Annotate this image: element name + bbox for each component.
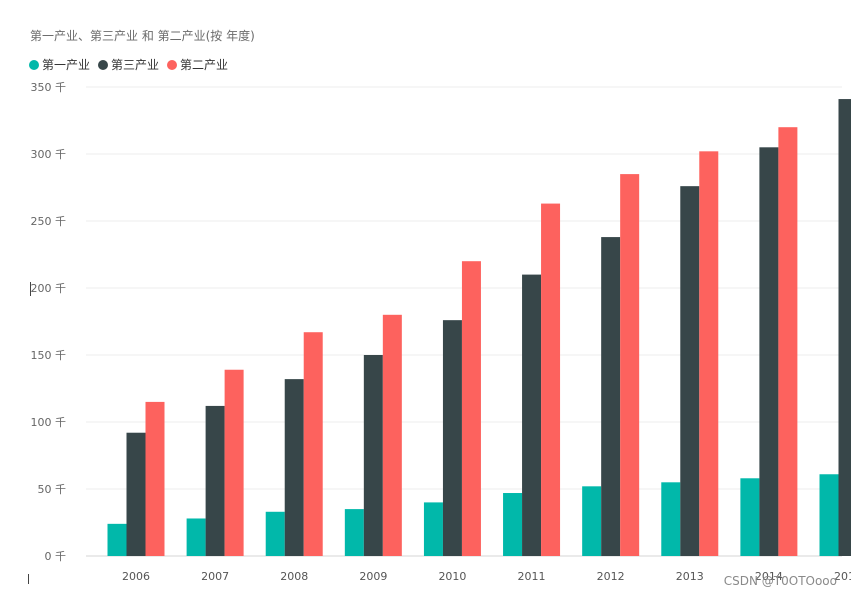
bar-2009-2 <box>382 314 402 556</box>
y-tick-label: 0 千 <box>45 550 67 563</box>
bar-2012-2 <box>620 174 640 556</box>
bar-2014-2 <box>778 127 798 556</box>
y-tick-label: 50 千 <box>38 483 67 496</box>
x-tick-label: 2014 <box>755 570 783 583</box>
legend-item-secondary[interactable]: 第二产业 <box>167 56 228 73</box>
bar-2006-0 <box>107 523 127 556</box>
bar-2006-2 <box>145 401 165 556</box>
bar-2009-0 <box>344 509 364 556</box>
bar-2012-0 <box>582 486 602 556</box>
bar-2010-2 <box>461 261 481 556</box>
y-tick-label: 100 千 <box>31 416 67 429</box>
chart-title: 第一产业、第三产业 和 第二产业(按 年度) <box>30 29 255 43</box>
bar-2008-2 <box>303 332 323 556</box>
x-tick-label: 2007 <box>201 570 229 583</box>
legend-item-primary[interactable]: 第一产业 <box>29 56 90 73</box>
bar-2013-2 <box>699 151 719 556</box>
legend-item-tertiary[interactable]: 第三产业 <box>98 56 159 73</box>
x-tick-label: 2013 <box>676 570 704 583</box>
legend: 第一产业 第三产业 第二产业 <box>29 56 228 73</box>
bar-2015-1 <box>838 99 851 556</box>
legend-label-primary: 第一产业 <box>42 58 91 72</box>
bar-2014-1 <box>759 147 779 557</box>
x-tick-label: 2012 <box>597 570 625 583</box>
bar-2010-1 <box>442 320 462 556</box>
bar-2007-0 <box>186 518 206 556</box>
x-tick-label: 2011 <box>518 570 546 583</box>
bar-2013-0 <box>661 482 681 556</box>
x-tick-label: 2008 <box>280 570 308 583</box>
bar-2008-0 <box>265 511 285 556</box>
bar-2013-1 <box>680 186 700 556</box>
y-tick-label: 200 千 <box>31 282 67 295</box>
bar-2007-2 <box>224 369 244 556</box>
bar-2011-0 <box>503 493 523 556</box>
legend-label-secondary: 第二产业 <box>180 58 229 72</box>
bar-2012-1 <box>601 237 621 556</box>
bar-2015-0 <box>819 474 839 556</box>
x-tick-label: 2010 <box>438 570 466 583</box>
x-tick-label: 2009 <box>359 570 387 583</box>
legend-dot-tertiary <box>98 59 109 70</box>
y-tick-label: 250 千 <box>31 215 67 228</box>
bar-2008-1 <box>284 379 304 556</box>
watermark: CSDN @T0OTOooo <box>723 574 837 588</box>
y-tick-label: 350 千 <box>31 81 67 94</box>
y-tick-label: 300 千 <box>31 148 67 161</box>
y-tick-label: 150 千 <box>31 349 67 362</box>
legend-dot-primary <box>29 59 39 70</box>
text-cursor-mark <box>30 282 31 296</box>
bar-2007-1 <box>205 405 225 556</box>
bar-2010-0 <box>423 502 443 556</box>
bars <box>107 99 851 557</box>
x-axis-ticks: 2006 2007 2008 2009 2010 2011 2012 2013 2014 2015 <box>122 570 851 583</box>
legend-dot-secondary <box>167 59 178 70</box>
x-tick-label: 2015 <box>834 570 851 583</box>
bar-2011-1 <box>522 274 542 556</box>
x-tick-label: 2006 <box>122 570 150 583</box>
text-cursor-mark-bottom <box>28 574 29 584</box>
bar-2009-1 <box>363 355 383 556</box>
bar-2014-0 <box>740 478 760 556</box>
bar-2011-2 <box>541 203 561 556</box>
legend-label-tertiary: 第三产业 <box>111 58 160 72</box>
y-axis-ticks: 0 千 50 千 100 千 150 千 200 千 250 千 300 千 350 千 <box>31 81 67 563</box>
bar-2006-1 <box>126 432 146 556</box>
